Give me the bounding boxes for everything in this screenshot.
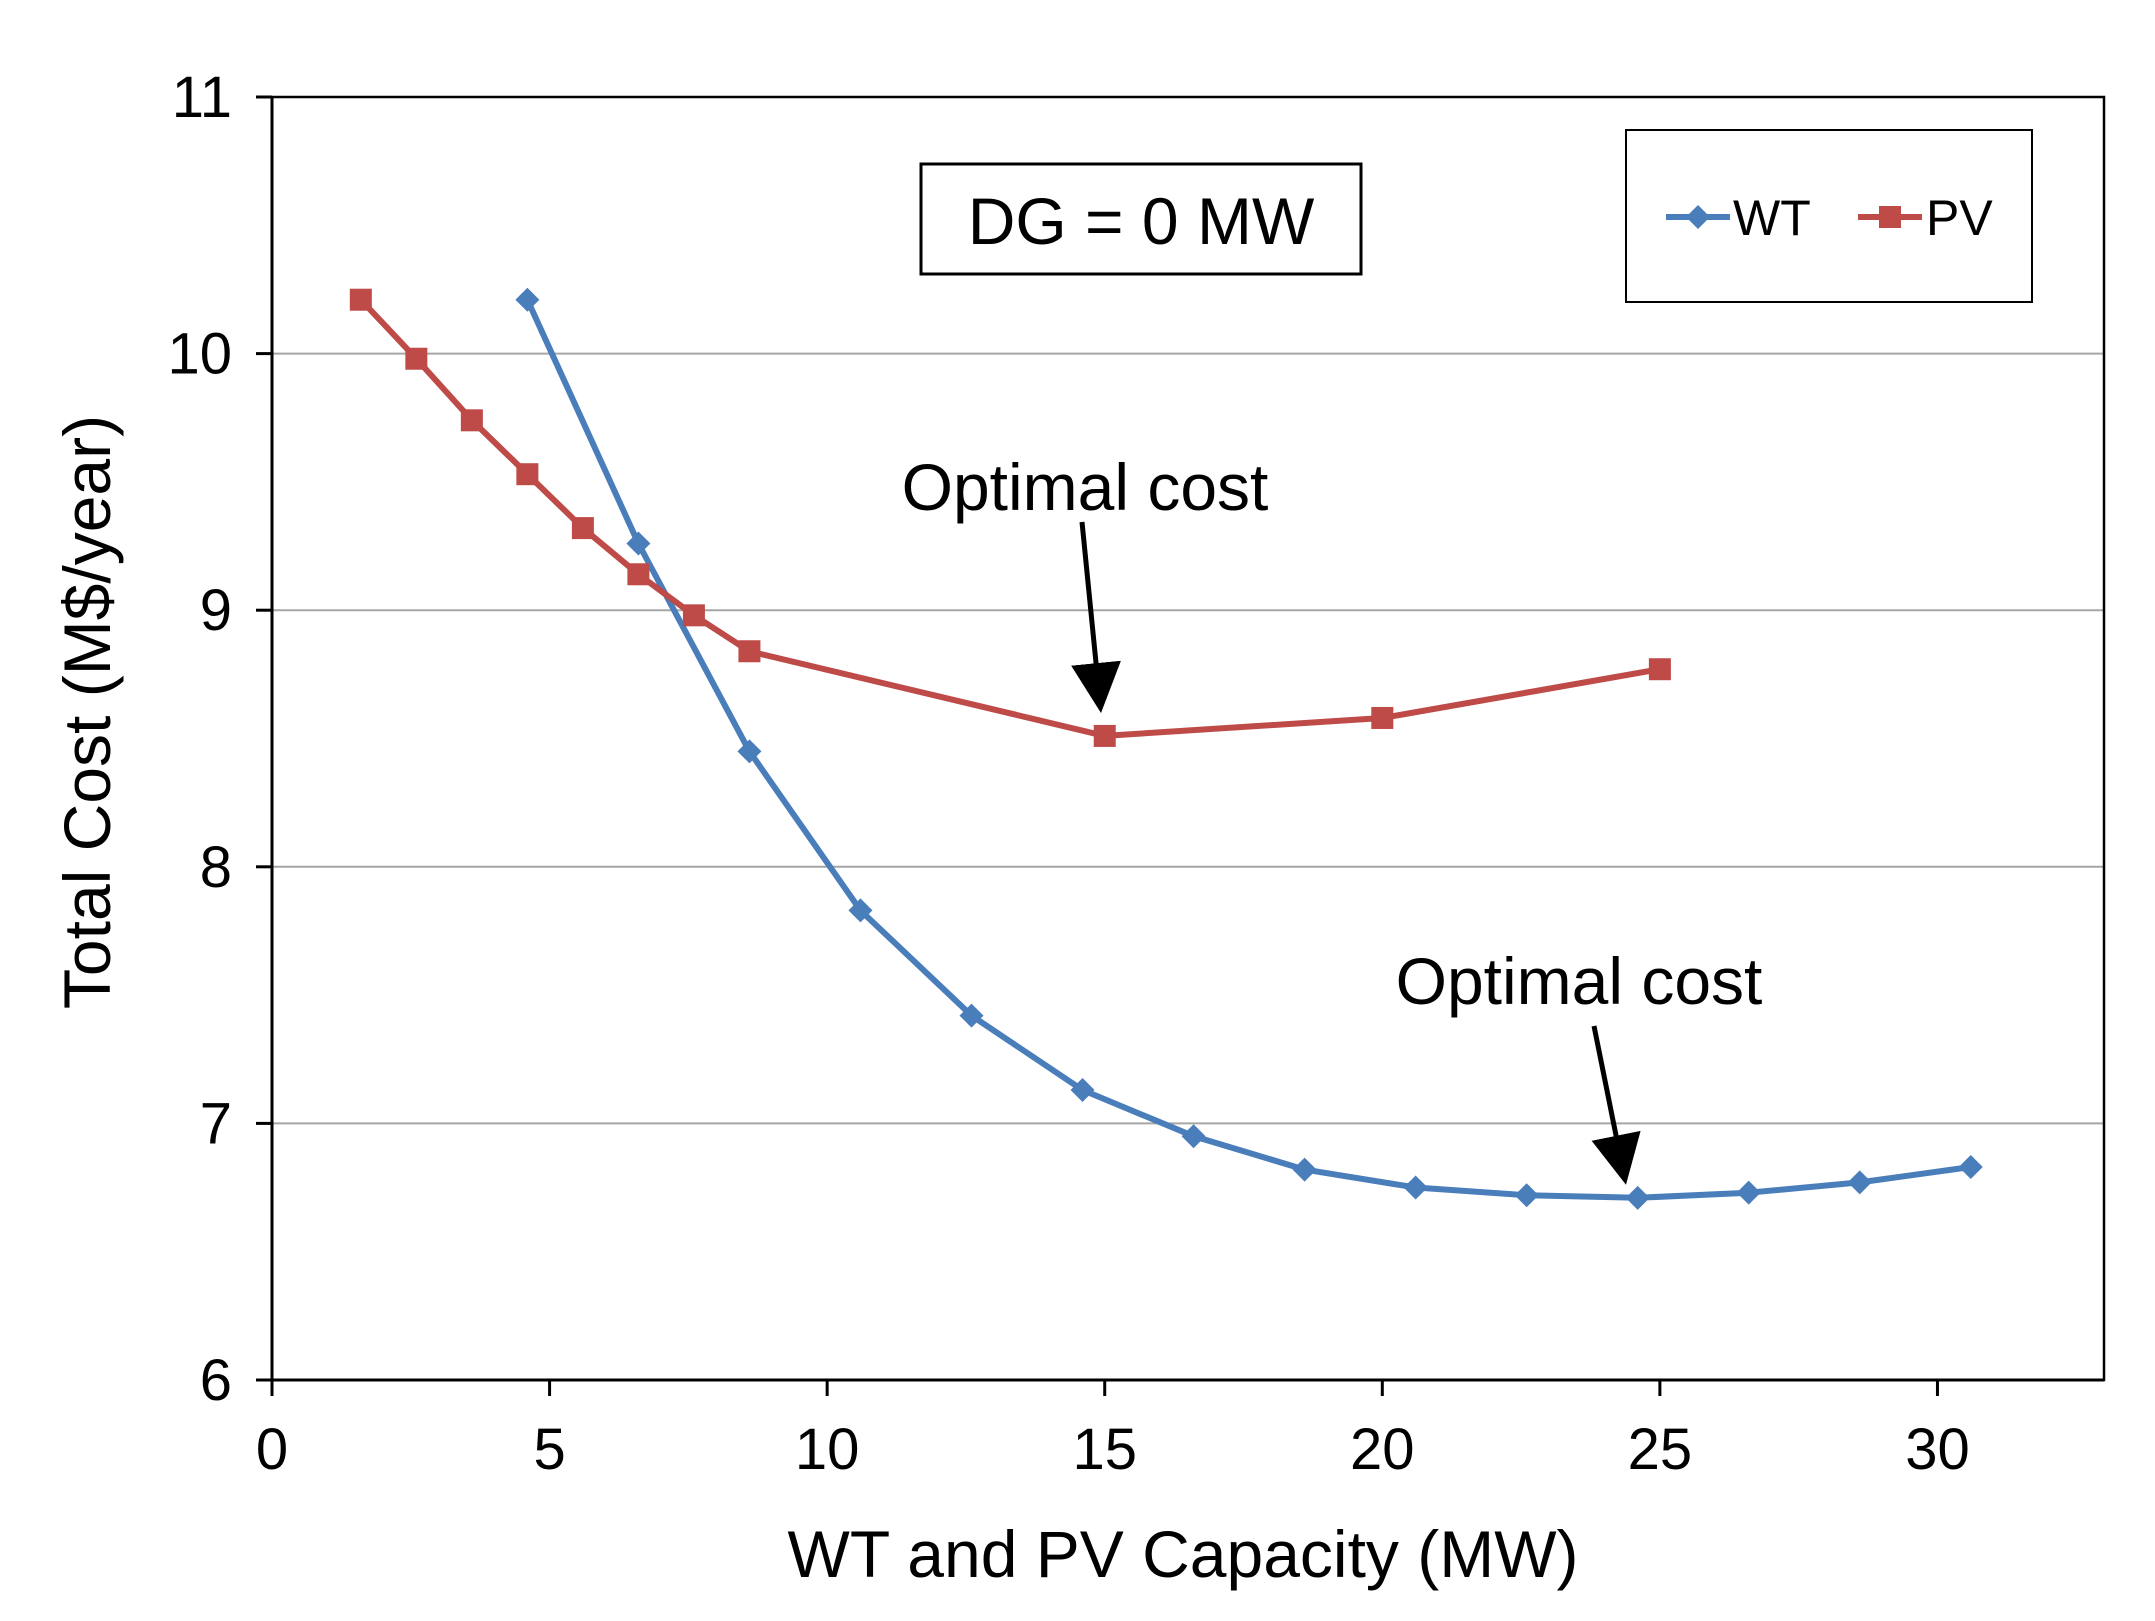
data-point-wt-11	[1736, 1180, 1761, 1205]
data-point-pv-2	[460, 409, 483, 432]
data-point-pv-7	[738, 640, 761, 663]
legend-marker-pv	[1879, 206, 1901, 228]
data-point-pv-10	[1648, 658, 1671, 681]
data-point-wt-5	[1070, 1078, 1095, 1103]
legend-label-wt: WT	[1733, 190, 1811, 246]
x-tick-label-6: 30	[1905, 1417, 1970, 1482]
data-point-pv-4	[571, 517, 594, 540]
x-axis-title: WT and PV Capacity (MW)	[788, 1517, 1579, 1591]
legend-marker-wt	[1686, 205, 1710, 229]
data-point-pv-8	[1093, 724, 1116, 747]
dg-textbox-label: DG = 0 MW	[968, 184, 1315, 258]
y-tick-label-4: 10	[167, 322, 232, 387]
data-point-wt-8	[1403, 1175, 1428, 1200]
data-point-wt-1	[626, 531, 651, 556]
annotation-wt-arrow	[1591, 1025, 1641, 1185]
y-tick-label-5: 11	[172, 65, 232, 130]
y-tick-label-3: 9	[200, 578, 232, 643]
annotation-wt-optimal: Optimal cost	[1396, 944, 1763, 1018]
data-point-pv-9	[1371, 706, 1394, 729]
y-axis-title: Total Cost (M$/year)	[50, 415, 124, 1009]
y-tick-label-1: 7	[200, 1091, 232, 1156]
x-tick-label-1: 5	[533, 1417, 565, 1482]
data-point-wt-3	[848, 898, 873, 923]
data-point-pv-5	[627, 563, 650, 586]
tick-labels: 6 7 8 9 10 11 0 5 10 15 20 25 30	[167, 65, 1969, 1482]
data-point-pv-1	[405, 347, 428, 370]
legend: WT PV	[1625, 129, 2033, 303]
data-point-wt-12	[1847, 1170, 1872, 1195]
y-tick-label-2: 8	[200, 835, 232, 900]
data-point-wt-7	[1292, 1157, 1317, 1182]
x-tick-label-2: 10	[795, 1417, 860, 1482]
y-tick-label-0: 6	[200, 1348, 232, 1413]
x-tick-label-4: 20	[1350, 1417, 1415, 1482]
series-pv	[349, 288, 1671, 747]
series-wt	[515, 287, 1983, 1210]
data-point-wt-4	[959, 1003, 984, 1028]
x-tick-label-3: 15	[1072, 1417, 1137, 1482]
annotation-pv-optimal: Optimal cost	[902, 450, 1269, 524]
data-point-wt-6	[1181, 1124, 1206, 1149]
axes	[256, 95, 2106, 1396]
data-point-pv-6	[682, 604, 705, 627]
data-point-pv-0	[349, 288, 372, 311]
data-point-wt-9	[1514, 1183, 1539, 1208]
annotation-pv-arrow	[1071, 521, 1121, 713]
data-point-pv-3	[516, 463, 539, 486]
x-tick-label-0: 0	[256, 1417, 288, 1482]
series-line-wt	[524, 298, 1972, 1201]
data-point-wt-0	[515, 287, 540, 312]
x-tick-label-5: 25	[1628, 1417, 1693, 1482]
dg-textbox: DG = 0 MW	[919, 162, 1363, 276]
series	[349, 287, 1983, 1210]
data-point-wt-2	[737, 739, 762, 764]
data-point-wt-13	[1958, 1155, 1983, 1180]
legend-label-pv: PV	[1926, 190, 1993, 246]
data-point-wt-10	[1625, 1185, 1650, 1210]
